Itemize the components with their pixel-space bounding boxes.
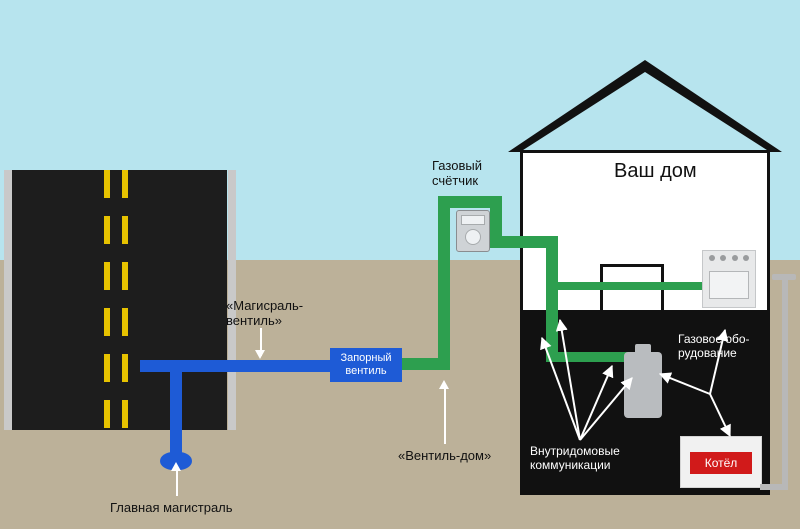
main-pipe-horizontal — [140, 360, 330, 372]
green-pipe-into-house-d — [546, 236, 558, 316]
diagram-canvas: Ваш дом Запорный вентиль Котёл — [0, 0, 800, 529]
green-pipe-meter-right-down — [490, 196, 502, 240]
stove-icon — [702, 250, 756, 308]
green-pipe-meter-top — [438, 196, 498, 208]
green-pipe-into-house-h — [490, 236, 552, 248]
main-pipe-tee-down — [170, 360, 182, 460]
shutoff-valve-box: Запорный вентиль — [330, 348, 402, 382]
house-roof-icon — [508, 60, 782, 152]
house-title: Ваш дом — [614, 160, 697, 183]
label-main-valve: «Магисраль- вентиль» — [226, 298, 303, 328]
shutoff-valve-label: Запорный вентиль — [340, 352, 391, 377]
green-pipe-branch-3 — [546, 282, 706, 290]
exhaust-cap-icon — [772, 274, 796, 280]
label-indoor-comm: Внутридомовые коммуникации — [530, 444, 620, 472]
label-gas-meter: Газовый счётчик — [432, 158, 482, 188]
label-valve-house: «Вентиль-дом» — [398, 448, 491, 463]
road — [12, 170, 227, 430]
gas-meter-icon — [456, 210, 490, 252]
road-edge-left — [4, 170, 12, 430]
exhaust-pipe-icon — [782, 280, 788, 490]
green-pipe-riser — [438, 196, 450, 370]
label-main-line: Главная магистраль — [110, 500, 233, 515]
label-gas-equipment: Газовое обо- рудование — [678, 332, 750, 360]
